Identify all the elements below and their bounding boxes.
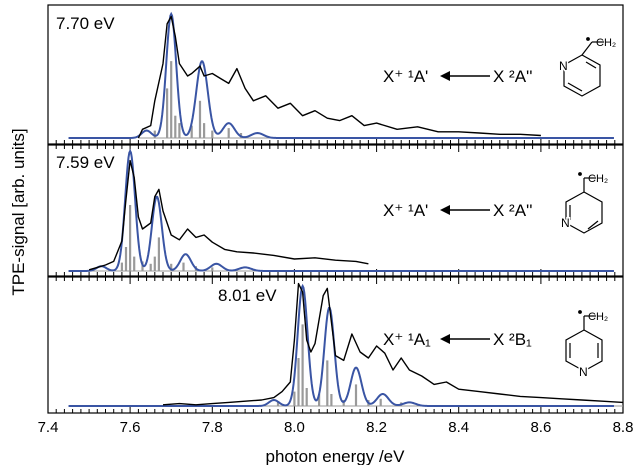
4-picolyl-structure-icon	[565, 310, 603, 372]
x-tick-label: 7.4	[38, 419, 59, 436]
panel-middle-energy-label: 7.59 eV	[56, 153, 115, 172]
panel-top-frame	[47, 4, 624, 145]
x-axis-label: photon energy /eV	[266, 447, 406, 465]
x-tick-label: 8.2	[366, 419, 387, 436]
x-tick-label: 8.0	[284, 419, 305, 436]
panel-top-final-state: X⁺ ¹A'	[383, 67, 428, 86]
experiment-line	[88, 159, 369, 271]
simulation-line	[68, 148, 614, 272]
panel-top	[68, 11, 614, 139]
panel-bottom-initial-state: X ²B₁	[493, 330, 532, 349]
2-picolyl-structure-icon	[563, 37, 604, 97]
arrow-left-icon	[440, 71, 490, 81]
2-picolyl-n-atom: N	[559, 59, 568, 73]
simulation-line	[68, 283, 614, 407]
panel-bottom	[68, 282, 623, 407]
4-picolyl-ch2-label: CH₂	[588, 311, 608, 323]
arrow-left-icon	[440, 205, 490, 215]
axis-ticks	[47, 137, 624, 413]
3-picolyl-ch2-label: CH₂	[588, 173, 608, 185]
x-tick-label: 7.8	[202, 419, 223, 436]
3-picolyl-structure-icon	[565, 172, 603, 234]
panel-middle-final-state: X⁺ ¹A'	[383, 201, 428, 220]
experiment-line	[162, 282, 623, 406]
panel-top-initial-state: X ²A''	[493, 67, 533, 86]
panel-bottom-frame	[47, 276, 624, 414]
panel-middle-initial-state: X ²A''	[493, 201, 533, 220]
panel-top-energy-label: 7.70 eV	[56, 14, 115, 33]
3-picolyl-n-atom: N	[561, 216, 570, 230]
simulation-line	[68, 11, 614, 139]
y-axis-label: TPE-signal [arb. units]	[9, 128, 28, 295]
panel-middle-frame	[47, 144, 624, 277]
2-picolyl-ch2-label: CH₂	[596, 37, 616, 49]
x-tick-label: 8.6	[530, 419, 551, 436]
arrow-left-icon	[440, 334, 490, 344]
panel-middle	[68, 148, 614, 272]
x-tick-label: 8.8	[613, 419, 634, 436]
x-tick-labels: 7.4 7.6 7.8 8.0 8.2 8.4 8.6 8.8	[38, 419, 634, 436]
x-tick-label: 7.6	[120, 419, 141, 436]
experiment-line	[137, 15, 541, 139]
x-tick-label: 8.4	[448, 419, 469, 436]
4-picolyl-n-atom: N	[579, 365, 588, 379]
panel-bottom-final-state: X⁺ ¹A₁	[383, 330, 431, 349]
panel-bottom-energy-label: 8.01 eV	[218, 286, 277, 305]
